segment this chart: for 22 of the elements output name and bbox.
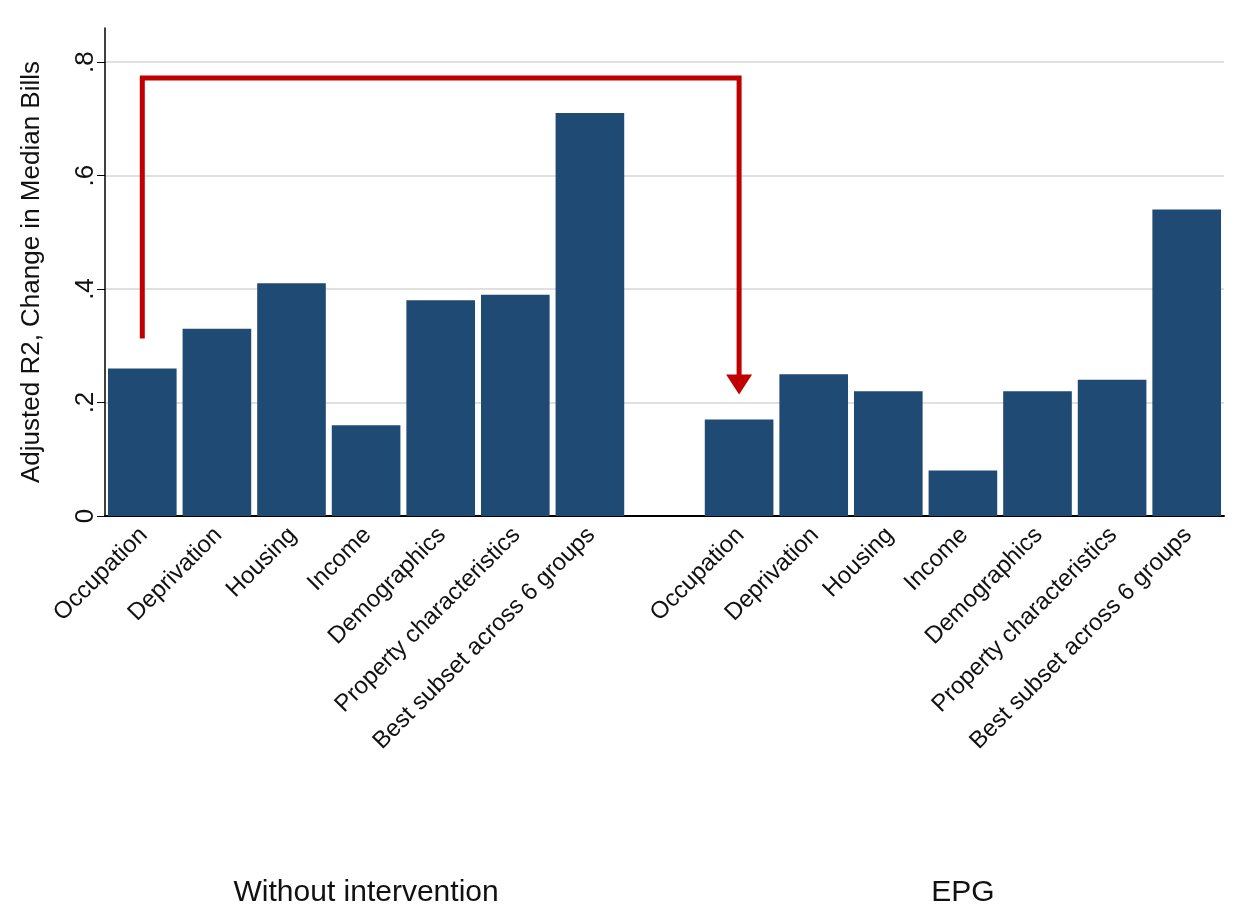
bar [257,283,326,516]
bar [555,113,625,516]
y-tick-label: .8 [69,51,99,73]
bar [928,470,998,516]
bar [1003,391,1072,516]
text: Without intervention [233,874,499,908]
bar [107,368,177,516]
y-tick-label: .6 [69,164,99,187]
bar [480,294,550,516]
bar [331,425,401,516]
bar [779,374,849,516]
bar [1077,379,1147,516]
y-tick-label: .2 [69,391,99,414]
y-tick-label: .4 [69,278,99,300]
text: EPG [931,874,995,908]
y-axis-title: Adjusted R2, Change in Median Bills [15,60,45,484]
bar [704,419,774,516]
bar [853,391,923,516]
bar [182,328,252,516]
bar [1152,209,1222,516]
bar [406,300,476,516]
y-tick-label: 0 [69,508,99,524]
